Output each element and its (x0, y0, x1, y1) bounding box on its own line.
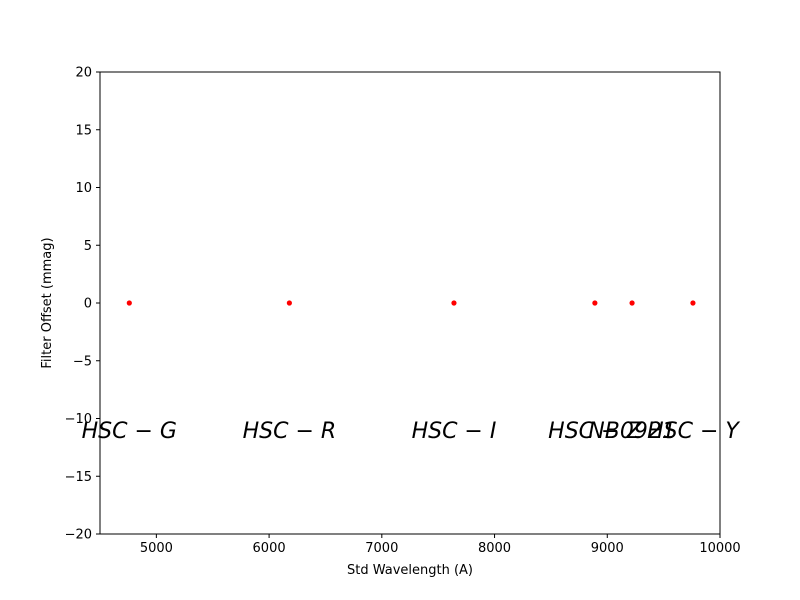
data-point (126, 300, 132, 306)
filter-label: HSC − Y (647, 419, 740, 444)
x-tick-label: 7000 (365, 541, 398, 556)
plot-frame (99, 71, 721, 535)
y-tick-label: −10 (65, 412, 92, 427)
y-tick-label: −20 (65, 528, 92, 543)
data-point (451, 300, 457, 306)
y-tick-label: 0 (84, 297, 92, 312)
x-axis-ticks: 5000 6000 7000 8000 9000 10000 (140, 534, 741, 556)
filter-label: HSC − R (243, 419, 337, 444)
y-tick-label: 15 (75, 123, 92, 138)
x-tick-label: 6000 (253, 541, 286, 556)
filter-label: HSC − G (82, 419, 177, 444)
filter-label: HSC − Z (548, 419, 642, 444)
plot-area (100, 72, 720, 534)
data-point (286, 300, 292, 306)
x-axis-label: Std Wavelength (A) (347, 563, 473, 578)
y-tick-label: 5 (84, 239, 92, 254)
y-tick-label: −5 (73, 354, 92, 369)
y-tick-label: 20 (75, 66, 92, 81)
filter-label: NB0921 (588, 419, 676, 444)
y-axis-label: Filter Offset (mmag) (40, 237, 55, 368)
x-tick-label: 5000 (140, 541, 173, 556)
x-tick-label: 8000 (478, 541, 511, 556)
data-point (690, 300, 696, 306)
data-point (592, 300, 598, 306)
filter-label: HSC − I (412, 419, 497, 444)
y-tick-label: −15 (65, 470, 92, 485)
y-axis-ticks: −20 −15 −10 −5 0 5 10 15 20 (65, 66, 100, 543)
data-points (126, 300, 696, 306)
y-tick-label: 10 (75, 181, 92, 196)
x-tick-label: 10000 (699, 541, 740, 556)
data-point (629, 300, 635, 306)
x-tick-label: 9000 (591, 541, 624, 556)
